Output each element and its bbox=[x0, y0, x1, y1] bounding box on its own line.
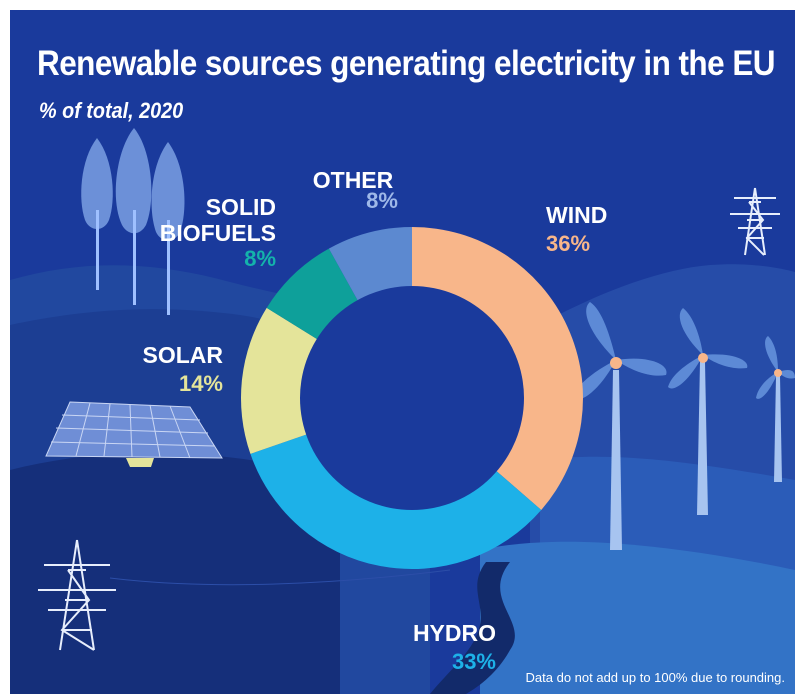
slice-value-solid-biofuels: 8% bbox=[244, 246, 276, 271]
power-pylon-right bbox=[730, 187, 780, 256]
slice-label-solid-biofuels-line2: BIOFUELS bbox=[160, 220, 276, 246]
donut-hole bbox=[300, 286, 524, 510]
chart-title: Renewable sources generating electricity… bbox=[37, 44, 776, 83]
infographic: OTHER 8% SOLID BIOFUELS 8% WIND 36% SOLA… bbox=[10, 10, 795, 694]
slice-label-solar: SOLAR bbox=[143, 342, 224, 368]
label-solar: SOLAR 14% bbox=[143, 342, 224, 396]
trees-illustration bbox=[81, 128, 185, 315]
slice-value-other: 8% bbox=[366, 188, 398, 213]
label-wind: WIND 36% bbox=[546, 202, 607, 256]
slice-label-other: OTHER bbox=[313, 167, 394, 193]
rounding-note: Data do not add up to 100% due to roundi… bbox=[525, 670, 785, 685]
chart-subtitle: % of total, 2020 bbox=[39, 98, 184, 123]
slice-value-wind: 36% bbox=[546, 231, 590, 256]
slice-label-solid-biofuels-line1: SOLID bbox=[206, 194, 276, 220]
slice-value-solar: 14% bbox=[179, 371, 223, 396]
corner-mark bbox=[783, 10, 795, 20]
wind-turbines-illustration bbox=[572, 302, 795, 550]
solar-panel-illustration bbox=[45, 401, 223, 467]
label-other: OTHER 8% bbox=[313, 167, 398, 213]
label-hydro: HYDRO 33% bbox=[413, 620, 496, 674]
slice-value-hydro: 33% bbox=[452, 649, 496, 674]
label-solid-biofuels: SOLID BIOFUELS 8% bbox=[160, 194, 276, 271]
background-illustration: OTHER 8% SOLID BIOFUELS 8% WIND 36% SOLA… bbox=[10, 128, 795, 694]
slice-label-wind: WIND bbox=[546, 202, 607, 228]
power-pylon-left bbox=[38, 539, 451, 651]
slice-label-hydro: HYDRO bbox=[413, 620, 496, 646]
